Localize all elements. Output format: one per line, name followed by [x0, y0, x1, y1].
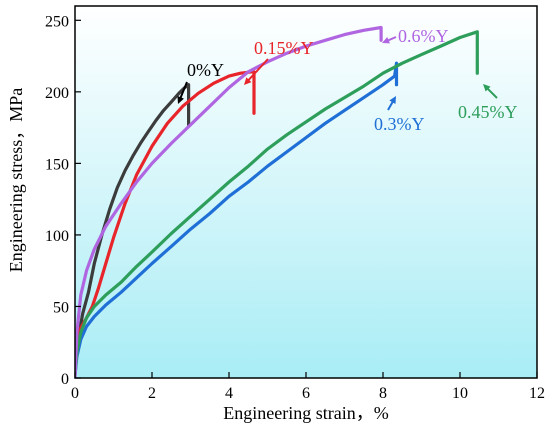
series-line-1: [75, 70, 256, 349]
annotation-arrow-1: [246, 58, 269, 83]
annotation-arrowhead-1: [244, 77, 252, 85]
y-tick-label: 150: [45, 156, 69, 173]
series-line-3: [75, 30, 479, 377]
plot-background: [75, 6, 537, 378]
x-tick-label: 6: [302, 385, 310, 402]
y-tick-label: 250: [45, 13, 69, 30]
annotation-arrow-4: [485, 86, 498, 99]
y-axis-title: Engineering stress，MPa: [6, 88, 26, 272]
axis-layer: 0 2 4 6 8 10 12 0 50 100 150 200 250: [45, 13, 545, 402]
annotation-arrowhead-3: [389, 96, 396, 104]
x-tick-label: 0: [71, 385, 79, 402]
y-tick-label: 0: [61, 371, 69, 388]
series-label-2: 0.6%Y: [398, 26, 449, 46]
x-tick-label: 2: [148, 385, 156, 402]
y-tick-label: 50: [53, 299, 69, 316]
series-label-3: 0.3%Y: [374, 114, 425, 134]
y-tick-label: 200: [45, 85, 69, 102]
series-label-4: 0.45%Y: [458, 102, 518, 122]
annotation-layer: 0%Y 0.15%Y 0.6%Y 0.3%Y 0.45%Y: [177, 26, 518, 134]
series-label-0: 0%Y: [187, 60, 224, 80]
series-label-1: 0.15%Y: [254, 38, 314, 58]
x-tick-label: 8: [379, 385, 387, 402]
annotation-arrowhead-4: [483, 84, 491, 92]
annotation-arrowhead-2: [382, 36, 390, 44]
y-tick-label: 100: [45, 228, 69, 245]
series-layer: [75, 25, 479, 378]
annotation-arrow-0: [178, 81, 188, 100]
x-axis-title: Engineering strain，%: [223, 403, 388, 423]
x-tick-label: 4: [225, 385, 233, 402]
series-line-4: [75, 25, 383, 378]
annotation-arrowhead-0: [177, 96, 184, 104]
x-tick-label: 10: [452, 385, 468, 402]
series-line-0: [75, 83, 191, 366]
x-tick-label: 12: [529, 385, 545, 402]
series-line-2: [75, 61, 399, 377]
